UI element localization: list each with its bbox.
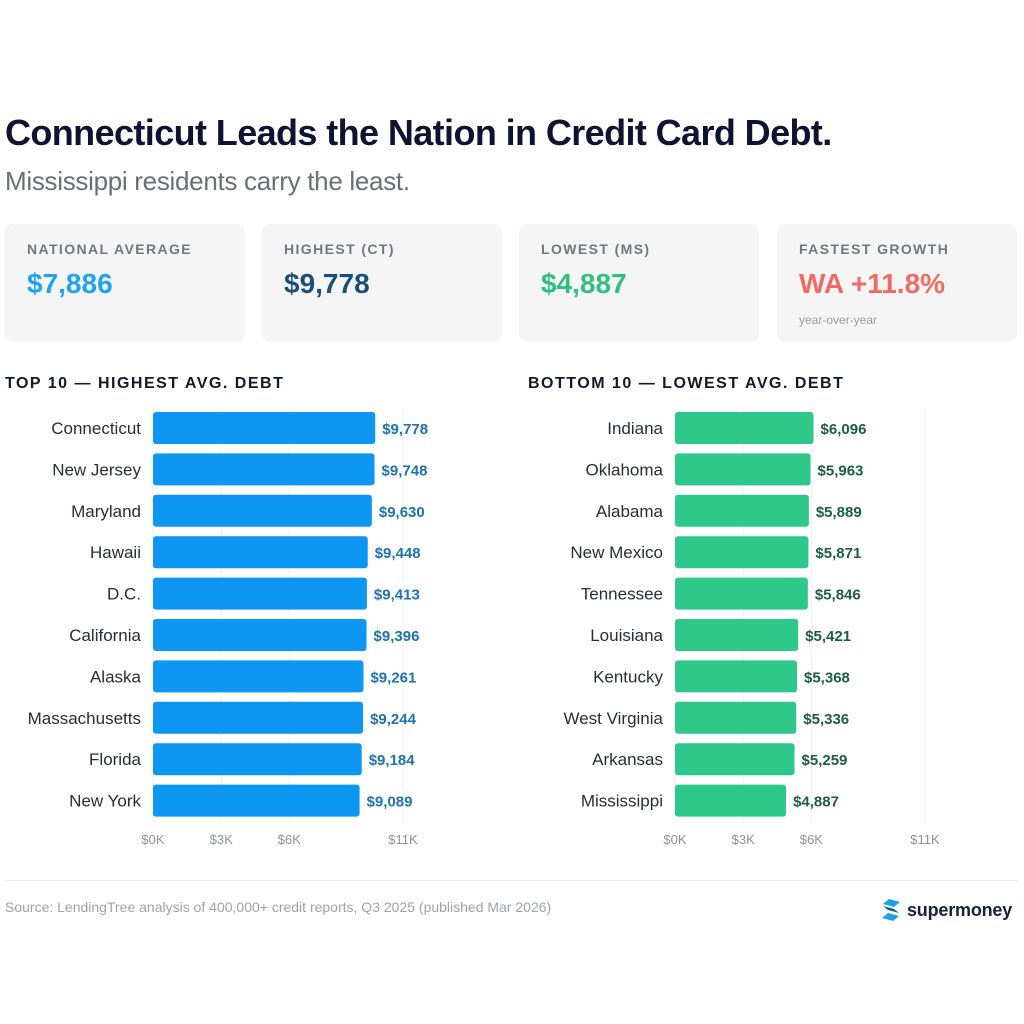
top10-bar: [153, 412, 376, 444]
bottom10-bar: [675, 536, 809, 569]
top10-category-label: Alaska: [90, 667, 142, 686]
stat-card-national-average: NATIONAL AVERAGE $7,886: [5, 224, 245, 342]
footer-divider: [5, 880, 1018, 881]
bottom10-value-label: $5,889: [816, 504, 862, 521]
bottom10-value-label: $4,887: [793, 794, 839, 811]
bottom10-value-label: $5,846: [815, 587, 861, 604]
stat-note: year-over-year: [799, 313, 878, 327]
top10-category-label: New York: [69, 792, 141, 811]
logo-text: supermoney: [907, 899, 1013, 920]
stat-card-lowest: LOWEST (MS) $4,887: [519, 224, 759, 342]
bottom10-value-label: $5,336: [803, 711, 849, 728]
stat-label: NATIONAL AVERAGE: [27, 241, 192, 257]
top10-category-label: Florida: [89, 750, 142, 769]
top10-category-label: New Jersey: [52, 460, 141, 479]
top10-tick-label: $0K: [141, 832, 164, 847]
top10-value-label: $9,448: [375, 545, 421, 562]
bottom10-value-label: $5,871: [815, 545, 861, 562]
top10-category-label: Connecticut: [51, 419, 141, 438]
top10-category-label: D.C.: [107, 585, 141, 604]
bottom10-category-label: Mississippi: [581, 792, 663, 811]
top10-bar: [153, 494, 372, 527]
top10-bar: [153, 743, 362, 776]
top10-bar: [153, 784, 360, 817]
bottom10-category-label: Indiana: [607, 419, 663, 438]
page-subtitle: Mississippi residents carry the least.: [5, 166, 410, 196]
top10-category-label: Maryland: [71, 502, 141, 521]
top10-bar: [153, 619, 367, 651]
top10-chart: Connecticut $9,778 New Jersey $9,748 Marylan…: [28, 408, 428, 847]
bottom10-bar: [675, 660, 797, 693]
bottom10-tick-label: $11K: [910, 832, 940, 847]
stat-value: WA +11.8%: [799, 268, 946, 299]
bottom10-tick-label: $0K: [663, 832, 686, 847]
bottom10-tick-label: $6K: [800, 832, 823, 847]
bottom10-category-label: West Virginia: [563, 709, 663, 728]
bottom10-bar: [675, 701, 797, 734]
bottom10-value-label: $6,096: [821, 421, 867, 438]
top10-bar: [153, 536, 368, 569]
supermoney-logo-icon: [882, 899, 900, 921]
top10-value-label: $9,244: [370, 711, 417, 728]
bottom10-value-label: $5,421: [805, 628, 851, 645]
bottom10-category-label: Louisiana: [590, 626, 663, 645]
supermoney-logo: supermoney: [880, 895, 1012, 925]
bottom10-chart: Indiana $6,096 Oklahoma $5,963 Alabama $5,889…: [563, 408, 940, 847]
bottom10-category-label: Arkansas: [592, 750, 663, 769]
bottom10-category-label: Tennessee: [581, 585, 663, 604]
top10-chart-title: TOP 10 — HIGHEST AVG. DEBT: [5, 375, 285, 392]
top10-category-label: Massachusetts: [28, 709, 141, 728]
bottom10-chart-title: BOTTOM 10 — LOWEST AVG. DEBT: [528, 375, 845, 392]
top10-bar: [153, 660, 364, 693]
bottom10-bar: [675, 784, 787, 817]
top10-bar: [153, 701, 364, 734]
page-title: Connecticut Leads the Nation in Credit C…: [5, 112, 832, 153]
top10-category-label: California: [69, 626, 141, 645]
bottom10-category-label: Kentucky: [593, 667, 663, 686]
stat-label: FASTEST GROWTH: [799, 241, 950, 257]
bar-charts: Connecticut $9,778 New Jersey $9,748 Marylan…: [28, 408, 940, 847]
bottom10-tick-label: $3K: [732, 832, 755, 847]
top10-tick-label: $3K: [210, 832, 233, 847]
stat-label: HIGHEST (CT): [284, 241, 395, 257]
stat-label: LOWEST (MS): [541, 241, 651, 257]
bottom10-value-label: $5,963: [818, 462, 864, 479]
top10-value-label: $9,261: [370, 669, 416, 686]
top10-value-label: $9,396: [374, 628, 420, 645]
bottom10-bar: [675, 494, 809, 527]
top10-bar: [153, 453, 375, 486]
top10-value-label: $9,748: [382, 462, 428, 479]
stat-card-fastest-growth: FASTEST GROWTH WA +11.8% year-over-year: [777, 224, 1017, 342]
top10-value-label: $9,413: [374, 587, 420, 604]
bottom10-category-label: Alabama: [596, 502, 664, 521]
bottom10-bar: [675, 412, 814, 444]
bottom10-bar: [675, 619, 799, 651]
top10-value-label: $9,089: [367, 794, 413, 811]
top10-value-label: $9,778: [382, 421, 428, 438]
stat-value: $9,778: [284, 268, 370, 299]
stat-value: $7,886: [27, 268, 113, 299]
source-note: Source: LendingTree analysis of 400,000+…: [5, 899, 552, 915]
top10-tick-label: $11K: [388, 832, 418, 847]
stat-value: $4,887: [541, 268, 627, 299]
stat-cards: NATIONAL AVERAGE $7,886 HIGHEST (CT) $9,…: [5, 224, 1018, 342]
bottom10-bar: [675, 577, 808, 610]
top10-tick-label: $6K: [278, 832, 301, 847]
top10-value-label: $9,184: [369, 752, 416, 769]
bottom10-category-label: New Mexico: [570, 543, 663, 562]
bottom10-value-label: $5,259: [802, 752, 848, 769]
stat-card-highest: HIGHEST (CT) $9,778: [262, 224, 502, 342]
top10-bar: [153, 577, 367, 610]
bottom10-value-label: $5,368: [804, 669, 850, 686]
bottom10-bar: [675, 453, 811, 486]
top10-category-label: Hawaii: [90, 543, 141, 562]
bottom10-category-label: Oklahoma: [586, 460, 664, 479]
bottom10-bar: [675, 743, 795, 776]
top10-value-label: $9,630: [379, 504, 425, 521]
